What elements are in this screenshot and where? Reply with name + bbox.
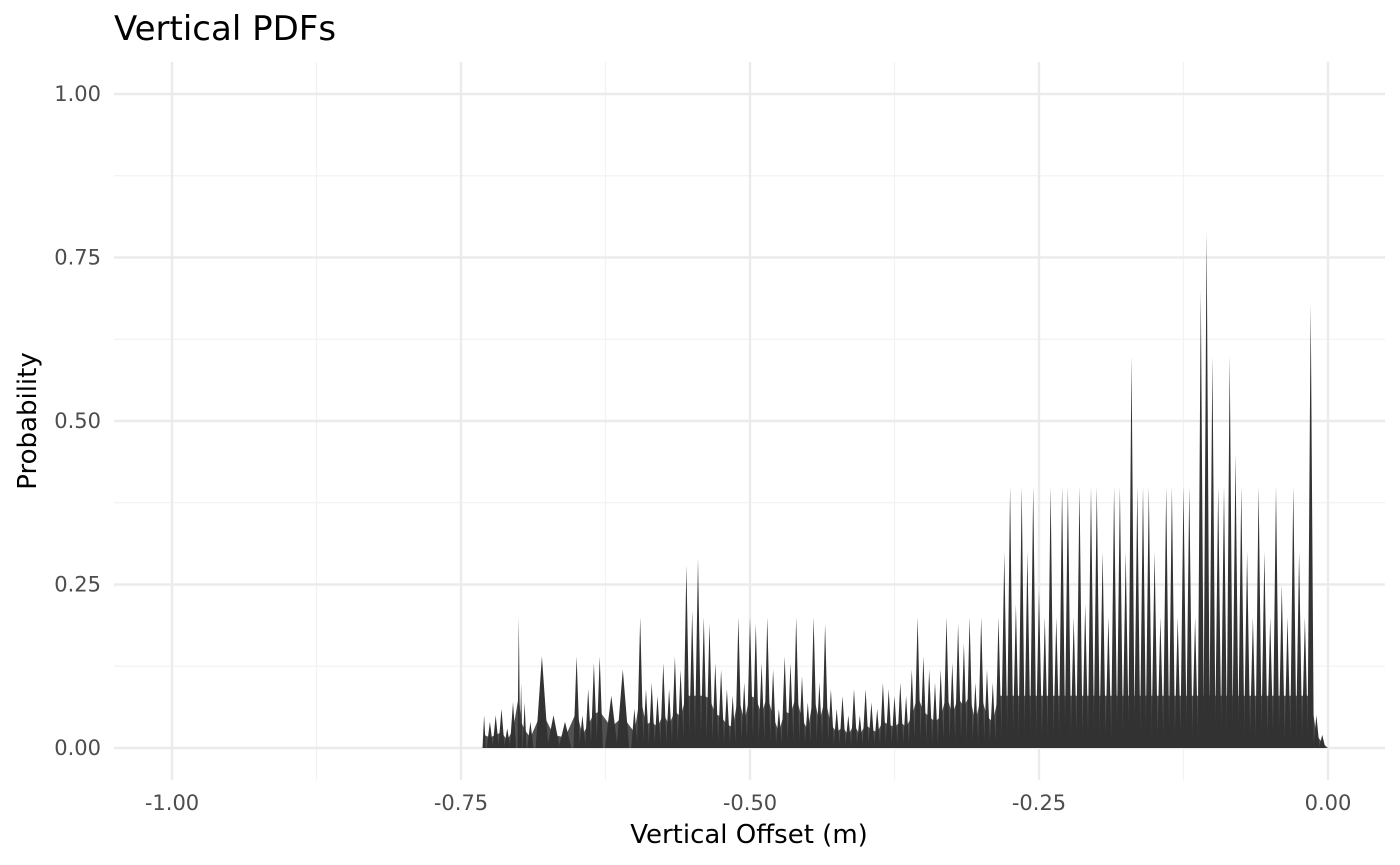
pdf-spike: [1076, 486, 1083, 748]
y-axis-title: Probability: [13, 352, 43, 489]
pdf-spike: [1255, 486, 1262, 748]
pdf-spike: [1226, 355, 1233, 748]
pdf-spike: [1064, 486, 1072, 748]
x-axis-ticks: -1.00 -0.75 -0.50 -0.25 0.00: [145, 791, 1352, 815]
pdf-spike: [1145, 486, 1152, 748]
pdf-spike: [1197, 290, 1204, 748]
pdf-spike: [1134, 486, 1141, 748]
pdf-spike: [1018, 486, 1025, 748]
pdf-spike: [1307, 303, 1314, 748]
y-tick-label: 1.00: [54, 82, 101, 106]
y-tick-label: 0.75: [54, 246, 101, 270]
pdf-spike: [1290, 486, 1297, 748]
x-tick-label: -0.25: [1012, 791, 1066, 815]
chart-title: Vertical PDFs: [114, 9, 336, 49]
pdf-spike: [1030, 486, 1037, 748]
pdf-spike: [1180, 486, 1187, 748]
pdf-spike: [1047, 486, 1054, 748]
pdf-spike: [1209, 355, 1216, 748]
pdf-spike: [1163, 486, 1170, 748]
pdf-spike: [1272, 486, 1280, 748]
pdf-spike: [1220, 486, 1228, 748]
x-axis-title: Vertical Offset (m): [630, 820, 868, 850]
pdf-spike: [1203, 231, 1210, 749]
x-tick-label: -1.00: [145, 791, 199, 815]
pdf-spike: [1128, 355, 1135, 748]
pdf-spike: [1168, 486, 1176, 748]
pdf-spike: [1186, 486, 1193, 748]
pdf-area-marks: [482, 231, 1329, 749]
pdf-spike: [1139, 486, 1147, 748]
pdf-area-fill: [484, 695, 1329, 748]
y-tick-label: 0.25: [54, 573, 101, 597]
y-tick-label: 0.50: [54, 409, 101, 433]
pdf-spike: [1116, 486, 1124, 748]
pdf-spike: [1238, 486, 1245, 748]
pdf-spike: [1111, 486, 1118, 748]
pdf-spike: [1058, 486, 1066, 748]
y-tick-label: 0.00: [54, 736, 101, 760]
x-tick-label: 0.00: [1305, 791, 1352, 815]
pdf-spike: [1087, 486, 1095, 748]
pdf-spike: [1006, 486, 1014, 748]
x-tick-label: -0.50: [723, 791, 777, 815]
x-tick-label: -0.75: [434, 791, 488, 815]
pdf-spike: [1232, 453, 1239, 748]
y-axis-ticks: 0.00 0.25 0.50 0.75 1.00: [54, 82, 101, 760]
pdf-spike: [1215, 486, 1222, 748]
pdf-spike: [1093, 486, 1100, 748]
